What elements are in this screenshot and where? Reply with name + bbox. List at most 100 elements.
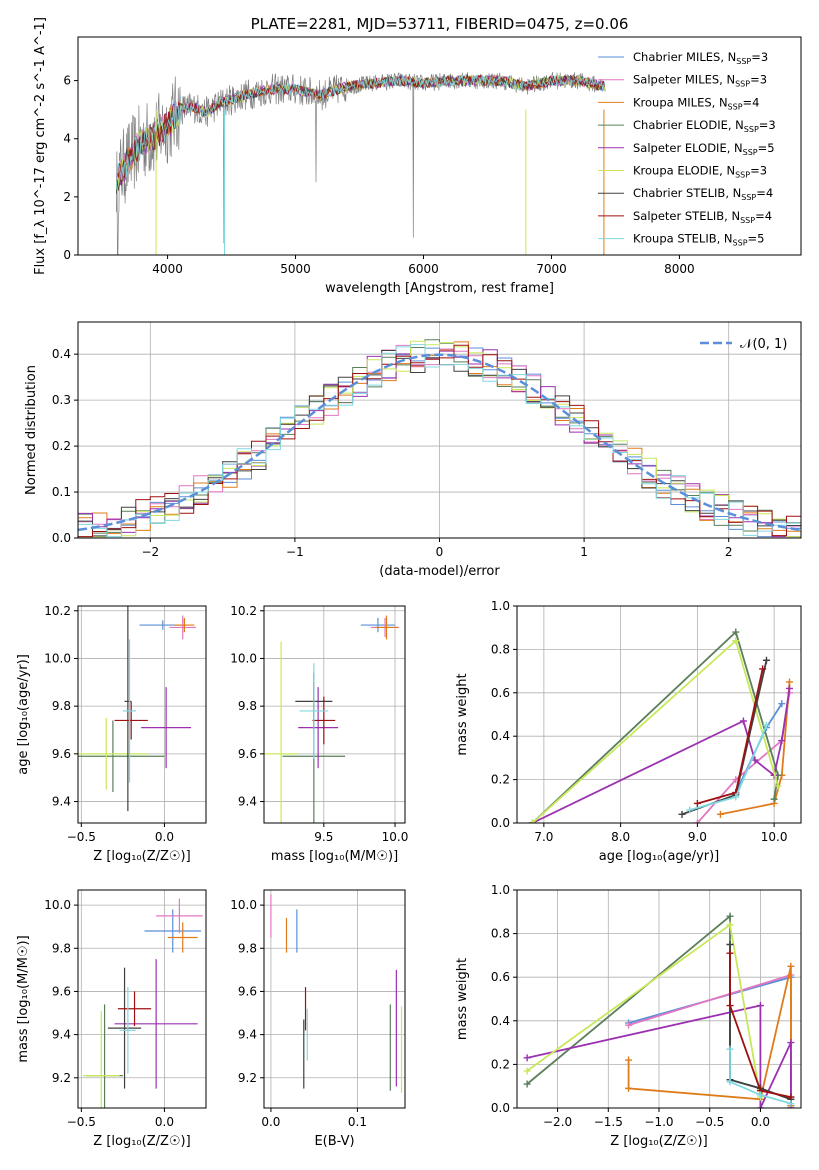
series-marker xyxy=(726,1002,734,1010)
y-tick-label: 0.6 xyxy=(491,686,510,700)
legend-subscript: SSP xyxy=(728,102,743,111)
series-line-4 xyxy=(532,688,791,823)
series-marker xyxy=(678,810,686,818)
x-axis-label: age [log₁₀(age/yr)] xyxy=(599,849,720,864)
y-tick-label: 9.4 xyxy=(238,1028,257,1042)
x-tick-label: 0.0 xyxy=(261,1115,280,1129)
y-tick-label: 9.8 xyxy=(52,699,71,713)
spectrum-frame xyxy=(77,36,802,256)
series-marker xyxy=(787,962,795,970)
observed-spectrum xyxy=(116,72,606,255)
x-axis-label: Z [log₁₀(Z/Z☉)] xyxy=(93,1134,190,1149)
x-axis-label: wavelength [Angstrom, rest frame] xyxy=(325,281,554,296)
y-tick-label: 0 xyxy=(63,248,71,262)
legend-subscript: SSP xyxy=(744,125,759,134)
legend-label: Salpeter STELIB, NSSP=4 xyxy=(633,209,772,225)
series-marker xyxy=(693,799,701,807)
legend-subscript: SSP xyxy=(743,148,758,157)
errorbar-point-6 xyxy=(124,606,132,812)
residual-histogram-7 xyxy=(78,344,801,538)
series-marker xyxy=(762,656,770,664)
legend-label: Kroupa STELIB, NSSP=5 xyxy=(633,232,764,248)
series-line-5 xyxy=(531,639,779,823)
legend-label: Kroupa ELODIE, NSSP=3 xyxy=(633,164,767,180)
y-axis-label: Normed distribution xyxy=(24,365,39,495)
y-tick-label: 4 xyxy=(63,132,71,146)
y-tick-label: 10.0 xyxy=(230,898,257,912)
model-spectrum-4 xyxy=(116,74,605,186)
legend-subscript: SSP xyxy=(735,171,750,180)
errorbar-point-0 xyxy=(144,909,202,953)
y-tick-label: 0.4 xyxy=(52,347,71,361)
ebv-mass-axes xyxy=(260,890,405,1112)
series-marker xyxy=(756,1002,764,1010)
model-spectrum-2 xyxy=(116,74,606,192)
series-marker xyxy=(774,782,782,790)
z-mass-frame xyxy=(77,889,207,1109)
series-marker xyxy=(726,921,734,929)
errorbar-point-7 xyxy=(114,701,148,740)
y-tick-label: 0.0 xyxy=(491,816,510,830)
errorbar-point-8 xyxy=(122,639,137,783)
series-marker xyxy=(732,628,740,636)
y-tick-label: 9.6 xyxy=(52,984,71,998)
y-tick-label: 0.3 xyxy=(52,393,71,407)
y-tick-label: 9.4 xyxy=(52,1028,71,1042)
series-marker xyxy=(726,1078,734,1086)
y-axis-label: mass [log₁₀(M/M☉)] xyxy=(16,935,31,1062)
y-tick-label: 0.2 xyxy=(491,773,510,787)
series-marker xyxy=(770,795,778,803)
x-tick-label: −1.5 xyxy=(594,1115,623,1129)
legend-subscript: SSP xyxy=(735,80,750,89)
y-tick-label: 9.6 xyxy=(238,747,257,761)
legend-value: =5 xyxy=(748,232,765,246)
model-spectrum-3 xyxy=(116,73,606,186)
legend-value: =3 xyxy=(751,50,768,64)
z-age-axes xyxy=(74,606,206,827)
legend-label: Chabrier STELIB, NSSP=4 xyxy=(633,186,773,202)
errorbar-point-8 xyxy=(299,663,329,759)
legend-subscript: SSP xyxy=(740,216,755,225)
legend-value: =5 xyxy=(758,141,775,155)
z-age-frame xyxy=(77,605,207,824)
legend-label: Salpeter MILES, NSSP=3 xyxy=(633,73,767,89)
errorbar-point-0 xyxy=(360,617,396,633)
x-tick-label: 5000 xyxy=(280,262,311,276)
x-tick-label: 8.0 xyxy=(611,830,630,844)
series-marker xyxy=(778,700,786,708)
legend-value: =4 xyxy=(743,95,760,109)
series-line-7 xyxy=(729,953,792,1098)
z-weight-series xyxy=(523,912,795,1108)
y-tick-label: 6 xyxy=(63,74,71,88)
legend-subscript: SSP xyxy=(733,239,748,248)
x-axis-label: E(B-V) xyxy=(314,1134,354,1149)
errorbar-point-7 xyxy=(117,991,152,1026)
series-marker xyxy=(785,684,793,692)
model-spectrum-1 xyxy=(116,74,606,187)
y-tick-label: 9.8 xyxy=(238,699,257,713)
series-marker xyxy=(787,1093,795,1101)
errorbar-point-5 xyxy=(82,1010,120,1108)
series-marker xyxy=(787,1100,795,1108)
x-tick-label: −0.5 xyxy=(67,830,96,844)
spectrum-legend xyxy=(598,56,624,240)
y-tick-label: 9.8 xyxy=(52,941,71,955)
legend-value: =3 xyxy=(759,118,776,132)
y-axis-label: mass weight xyxy=(455,673,470,755)
y-tick-label: 9.4 xyxy=(238,795,257,809)
legend-label: Kroupa MILES, NSSP=4 xyxy=(633,95,759,111)
x-tick-label: −1.0 xyxy=(644,1115,673,1129)
legend-value: =4 xyxy=(755,209,772,223)
x-axis-label: (data-model)/error xyxy=(379,564,500,579)
series-marker xyxy=(732,793,740,801)
x-tick-label: −1 xyxy=(286,545,304,559)
model-spectrum-0 xyxy=(116,74,606,185)
series-marker xyxy=(726,1045,734,1053)
mass-age-points xyxy=(264,615,400,823)
legend-subscript: SSP xyxy=(736,57,751,66)
x-tick-label: −2 xyxy=(141,545,159,559)
y-tick-label: 9.2 xyxy=(52,1071,71,1085)
series-marker xyxy=(756,1104,764,1108)
x-tick-label: 1 xyxy=(580,545,588,559)
